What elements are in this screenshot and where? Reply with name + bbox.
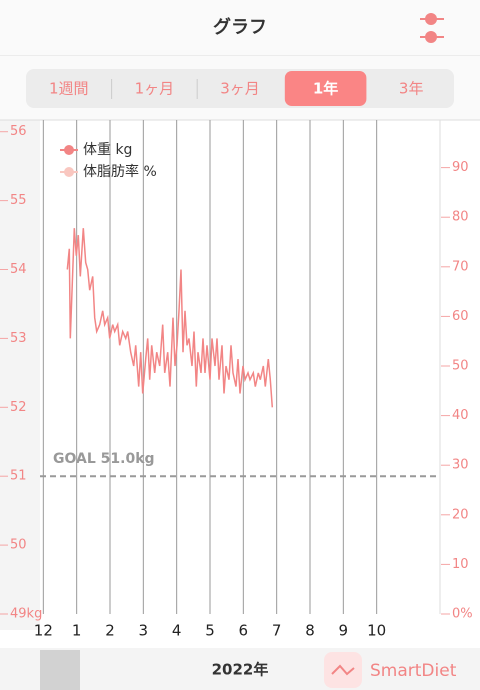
x-tick-label: 2 <box>105 622 115 640</box>
tab-selected-bg <box>284 71 367 106</box>
y-tick-label: 50 <box>10 538 27 553</box>
tab[interactable]: 3年 <box>399 80 424 98</box>
x-tick-label: 4 <box>172 622 182 640</box>
y2-tick-label: 90 <box>452 160 469 175</box>
x-tick-label: 6 <box>239 622 249 640</box>
y2-tick-label: 10 <box>452 557 469 572</box>
y-tick-label: 55 <box>10 193 27 208</box>
goal-label: GOAL 51.0kg <box>53 451 155 467</box>
y2-tick-label: 20 <box>452 507 469 522</box>
year-label: 2022年 <box>212 661 269 679</box>
legend-label: 体脂肪率 % <box>83 163 157 180</box>
legend-marker <box>64 167 74 177</box>
tab[interactable]: 3ヶ月 <box>220 80 260 98</box>
header-bg <box>0 0 480 56</box>
x-tick-label: 12 <box>34 622 53 640</box>
x-tick-label: 5 <box>205 622 215 640</box>
brand-logo <box>324 652 362 688</box>
y-tick-label: 54 <box>10 262 27 277</box>
y-tick-label: 49kg <box>10 607 42 622</box>
x-tick-label: 1 <box>72 622 82 640</box>
legend-marker <box>64 145 74 155</box>
scroll-thumb[interactable] <box>40 650 80 690</box>
x-tick-label: 8 <box>305 622 315 640</box>
x-tick-label: 7 <box>272 622 282 640</box>
x-tick-label: 3 <box>139 622 149 640</box>
tab[interactable]: 1週間 <box>49 80 89 98</box>
data-line <box>66 228 274 408</box>
y-tick-label: 52 <box>10 400 27 415</box>
y2-tick-label: 0% <box>452 607 473 622</box>
y2-tick-label: 50 <box>452 359 469 374</box>
brand-name: SmartDiet <box>370 661 457 681</box>
plot-bg <box>40 120 440 614</box>
y2-tick-label: 30 <box>452 458 469 473</box>
y2-tick-label: 80 <box>452 210 469 225</box>
settings-icon[interactable] <box>420 13 444 43</box>
y2-tick-label: 70 <box>452 259 469 274</box>
y-tick-label: 51 <box>10 469 27 484</box>
tab[interactable]: 1ヶ月 <box>135 80 175 98</box>
legend-label: 体重 kg <box>83 142 132 158</box>
tab[interactable]: 1年 <box>313 80 338 98</box>
y2-tick-label: 60 <box>452 309 469 324</box>
y-tick-label: 53 <box>10 331 27 346</box>
x-tick-label: 10 <box>367 622 386 640</box>
header-title: グラフ <box>213 16 267 38</box>
x-tick-label: 9 <box>339 622 349 640</box>
y2-tick-label: 40 <box>452 408 469 423</box>
y-tick-label: 56 <box>10 124 27 139</box>
